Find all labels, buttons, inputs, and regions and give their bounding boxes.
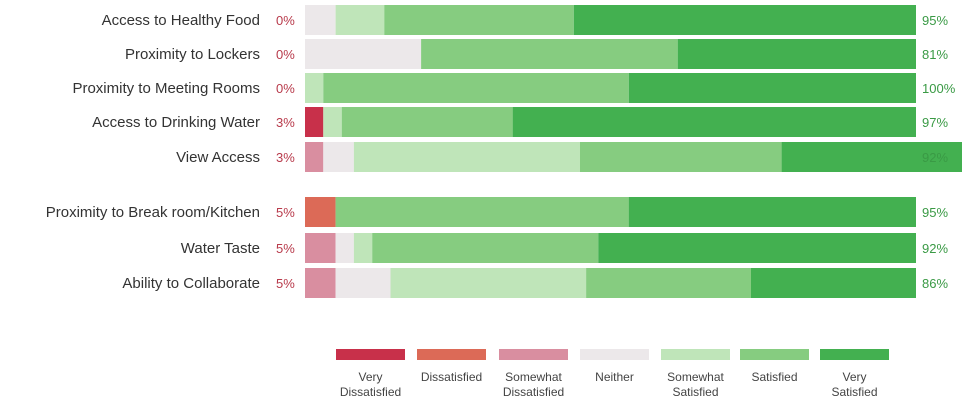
bar-segment-very-satisfied (628, 73, 916, 103)
bar-segment-somewhat-dissatisfied (305, 268, 336, 298)
row-ability-to-collaborate: Ability to Collaborate 5% 86% (122, 268, 948, 298)
bar-segment-very-satisfied (628, 197, 916, 227)
dissatisfied-percent-label: 0% (276, 13, 295, 28)
bar-segment-somewhat-satisfied (335, 5, 385, 35)
legend-swatch (580, 349, 649, 360)
bar-segment-neither (305, 5, 336, 35)
chart-rows: Access to Healthy Food 0% 95%Proximity to … (46, 5, 962, 298)
legend-label: Very Dissatisfied (340, 370, 401, 399)
bar-segment-very-satisfied (573, 5, 916, 35)
bar-segment-satisfied (384, 5, 574, 35)
bar-segment-very-satisfied (512, 107, 916, 137)
satisfied-percent-label: 92% (922, 241, 948, 256)
bar-segment-somewhat-dissatisfied (305, 142, 324, 172)
category-label: Proximity to Break room/Kitchen (46, 204, 260, 221)
category-label: Ability to Collaborate (122, 275, 260, 292)
row-access-to-drinking-water: Access to Drinking Water 3% 97% (92, 107, 948, 137)
bar-segment-very-satisfied (677, 39, 916, 69)
bar-segment-dissatisfied (305, 197, 336, 227)
bar-segment-satisfied (341, 107, 513, 137)
row-water-taste: Water Taste 5% 92% (181, 233, 948, 263)
row-view-access: View Access 3% 92% (176, 142, 962, 172)
satisfied-percent-label: 95% (922, 205, 948, 220)
legend-item-very-dissatisfied: Very Dissatisfied (336, 349, 405, 399)
category-label: Proximity to Meeting Rooms (72, 80, 260, 97)
bar-segment-somewhat-satisfied (390, 268, 586, 298)
legend-swatch (417, 349, 486, 360)
category-label: Access to Healthy Food (102, 12, 260, 29)
bar-segment-very-satisfied (781, 142, 962, 172)
category-label: View Access (176, 149, 260, 166)
dissatisfied-percent-label: 0% (276, 81, 295, 96)
legend-item-satisfied: Satisfied (740, 349, 809, 384)
dissatisfied-percent-label: 5% (276, 276, 295, 291)
legend-item-neither: Neither (580, 349, 649, 384)
row-proximity-to-lockers: Proximity to Lockers 0% 81% (125, 39, 948, 69)
bar-segment-satisfied (580, 142, 782, 172)
satisfied-percent-label: 81% (922, 47, 948, 62)
dissatisfied-percent-label: 5% (276, 205, 295, 220)
bar-segment-somewhat-satisfied (353, 142, 580, 172)
legend-item-dissatisfied: Dissatisfied (417, 349, 486, 384)
bar-segment-somewhat-satisfied (353, 233, 373, 263)
dissatisfied-percent-label: 3% (276, 115, 295, 130)
row-proximity-to-break-room-kitchen: Proximity to Break room/Kitchen 5% 95% (46, 197, 948, 227)
bar-segment-satisfied (586, 268, 752, 298)
legend-label: Dissatisfied (421, 370, 482, 384)
legend-label: Satisfied (751, 370, 797, 384)
bar-segment-very-satisfied (751, 268, 916, 298)
bar-segment-neither (335, 233, 354, 263)
category-label: Water Taste (181, 240, 260, 257)
bar-segment-neither (323, 142, 354, 172)
category-label: Access to Drinking Water (92, 114, 260, 131)
bar-segment-satisfied (323, 73, 629, 103)
bar-segment-somewhat-satisfied (323, 107, 342, 137)
legend-item-somewhat-satisfied: Somewhat Satisfied (661, 349, 730, 399)
satisfied-percent-label: 97% (922, 115, 948, 130)
satisfied-percent-label: 95% (922, 13, 948, 28)
legend-swatch (820, 349, 889, 360)
legend-label: Somewhat Dissatisfied (503, 370, 564, 399)
bar-segment-satisfied (421, 39, 678, 69)
bar-segment-somewhat-dissatisfied (305, 233, 336, 263)
legend-item-somewhat-dissatisfied: Somewhat Dissatisfied (499, 349, 568, 399)
legend-label: Neither (595, 370, 634, 384)
category-label: Proximity to Lockers (125, 46, 260, 63)
row-proximity-to-meeting-rooms: Proximity to Meeting Rooms 0% 100% (72, 73, 956, 103)
satisfied-percent-label: 86% (922, 276, 948, 291)
satisfied-percent-label: 92% (922, 150, 948, 165)
legend-swatch (499, 349, 568, 360)
bar-segment-satisfied (335, 197, 629, 227)
bar-segment-neither (335, 268, 391, 298)
legend-label: Very Satisfied (831, 370, 877, 399)
bar-segment-very-dissatisfied (305, 107, 324, 137)
legend-label: Somewhat Satisfied (667, 370, 724, 399)
satisfied-percent-label: 100% (922, 81, 956, 96)
dissatisfied-percent-label: 5% (276, 241, 295, 256)
dissatisfied-percent-label: 0% (276, 47, 295, 62)
legend-item-very-satisfied: Very Satisfied (820, 349, 889, 399)
bar-segment-very-satisfied (598, 233, 916, 263)
chart-legend: Very Dissatisfied Dissatisfied Somewhat Diss… (336, 349, 889, 399)
legend-swatch (661, 349, 730, 360)
legend-swatch (336, 349, 405, 360)
bar-segment-neither (305, 39, 422, 69)
bar-segment-somewhat-satisfied (305, 73, 324, 103)
dissatisfied-percent-label: 3% (276, 150, 295, 165)
legend-swatch (740, 349, 809, 360)
bar-segment-satisfied (372, 233, 599, 263)
row-access-to-healthy-food: Access to Healthy Food 0% 95% (102, 5, 948, 35)
